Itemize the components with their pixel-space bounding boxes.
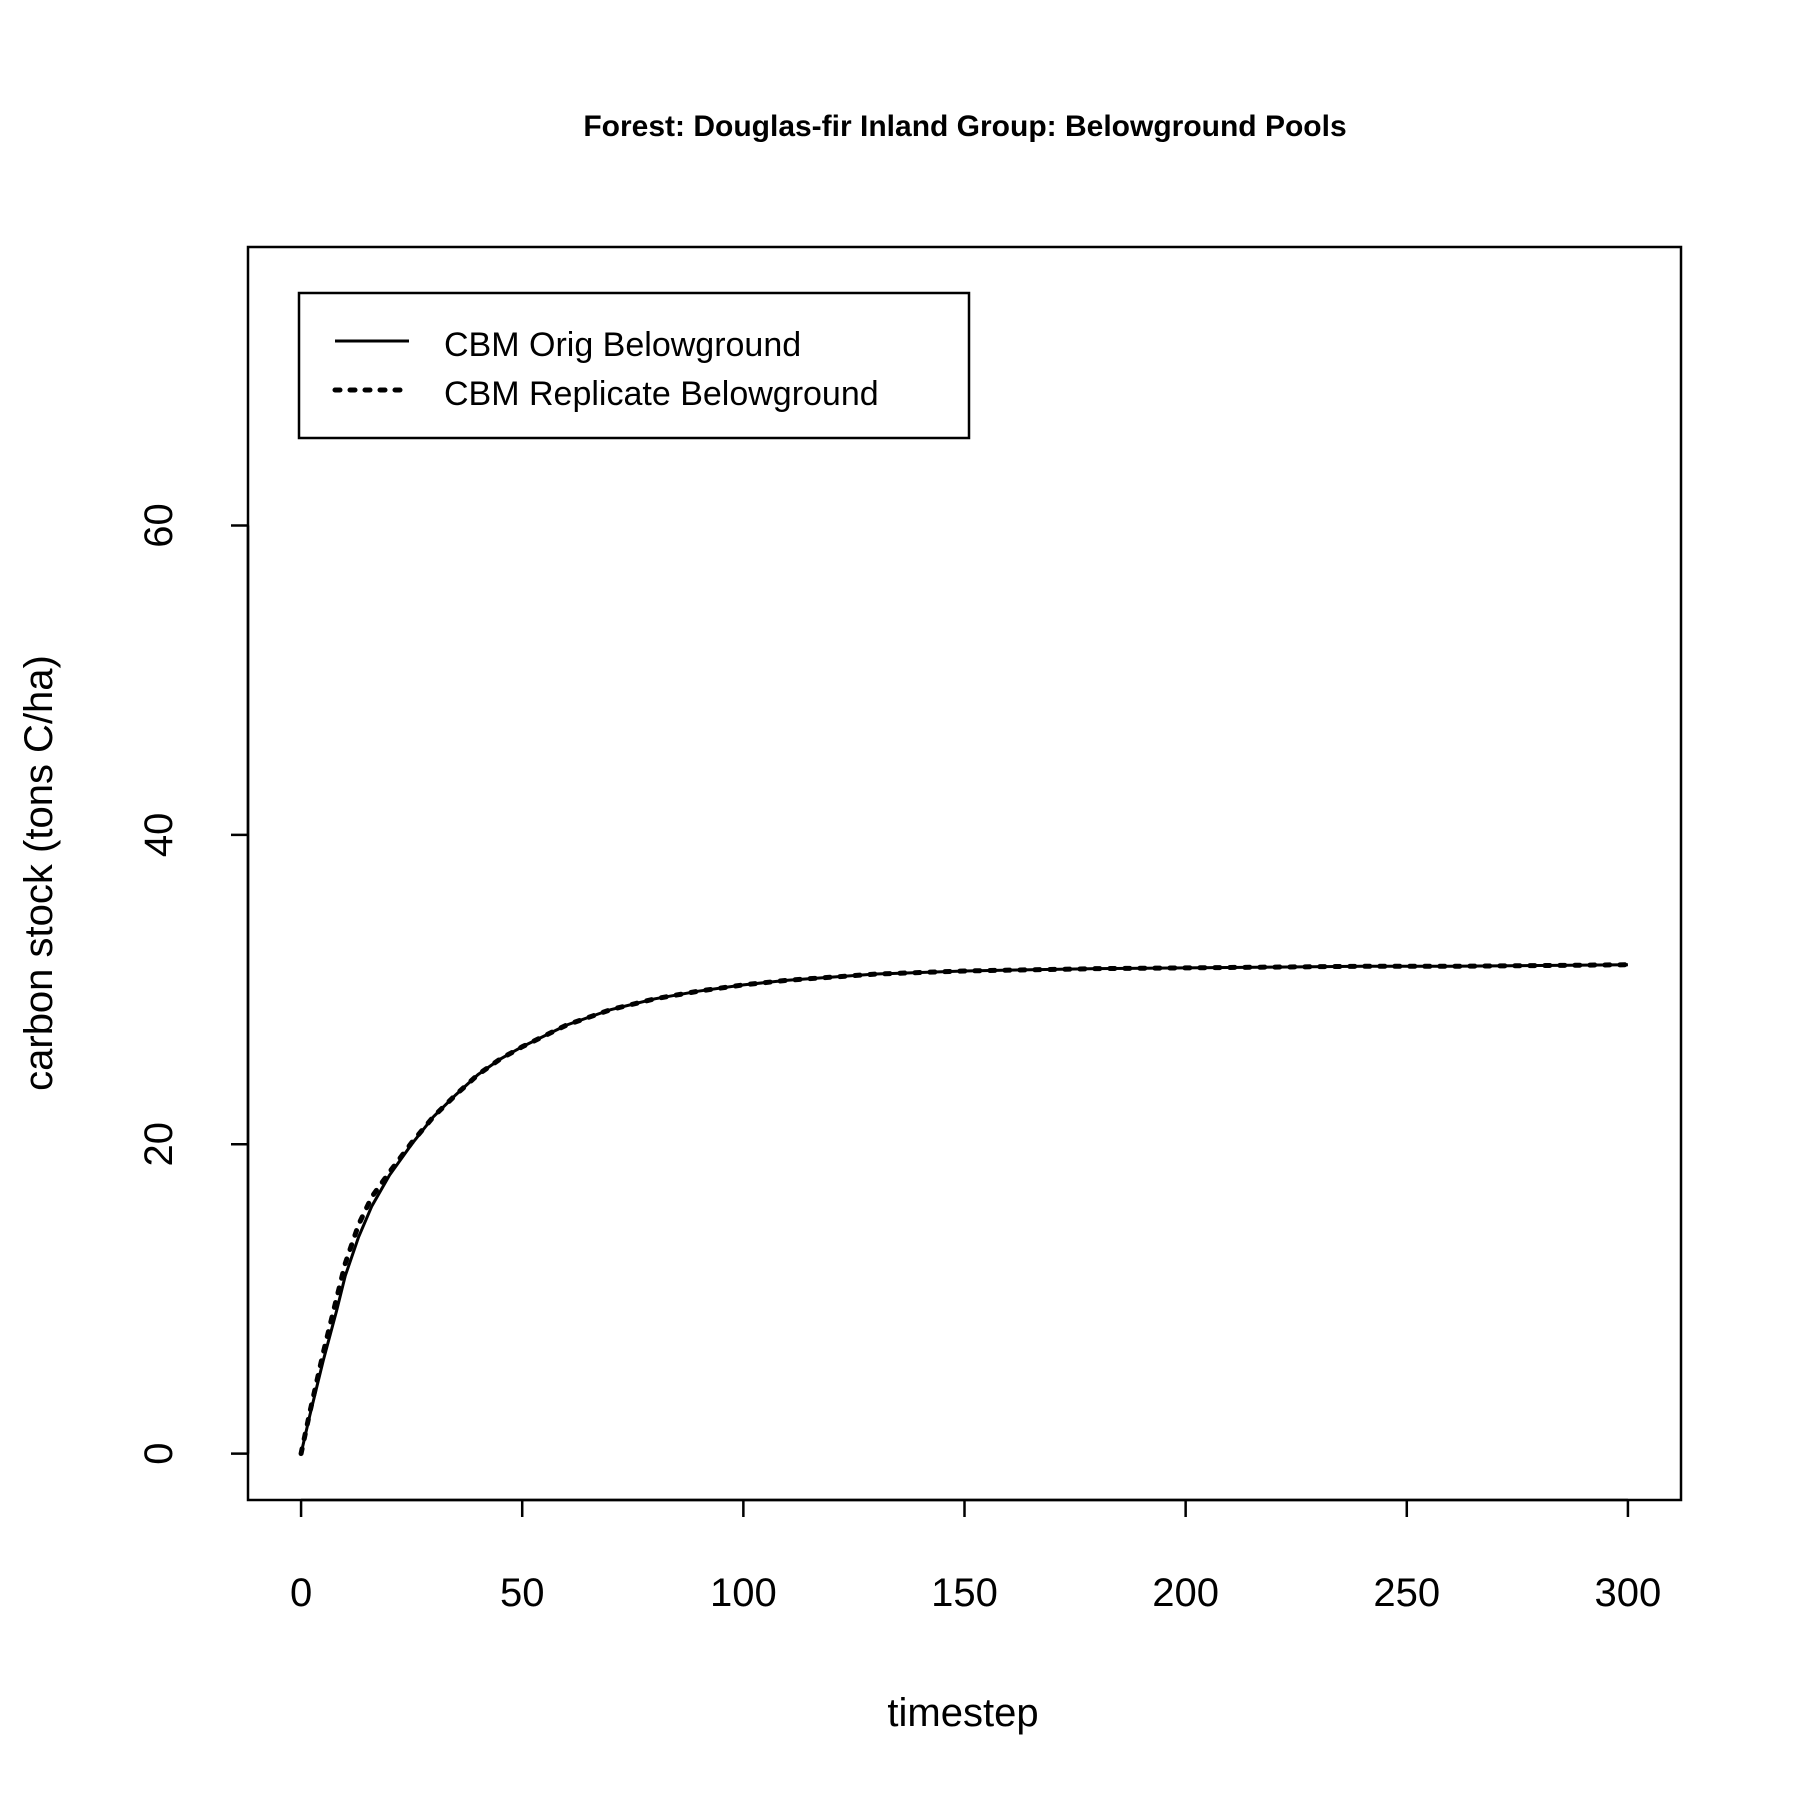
legend-label-orig: CBM Orig Belowground	[444, 326, 801, 364]
series-line-orig	[299, 963, 1628, 1454]
y-tick-label: 20	[137, 1122, 181, 1167]
x-axis-label: timestep	[887, 1691, 1038, 1735]
y-tick-label: 60	[137, 503, 181, 548]
x-tick-label: 50	[500, 1571, 545, 1615]
x-tick-label: 0	[290, 1571, 312, 1615]
x-tick-label: 100	[710, 1571, 777, 1615]
series-line-replicate	[298, 962, 1631, 1457]
legend-label-replicate: CBM Replicate Belowground	[444, 375, 879, 413]
series-layer	[298, 962, 1631, 1457]
y-axis: 0 20 40 60	[137, 503, 250, 1465]
x-tick-label: 250	[1373, 1571, 1440, 1615]
x-tick-label: 150	[931, 1571, 998, 1615]
y-axis-label: carbon stock (tons C/ha)	[17, 655, 61, 1091]
legend-box	[297, 291, 971, 440]
plot-frame	[246, 245, 1683, 1502]
x-tick-label: 200	[1152, 1571, 1219, 1615]
x-tick-label: 300	[1595, 1571, 1662, 1615]
chart-title: Forest: Douglas-fir Inland Group: Belowg…	[583, 110, 1346, 143]
x-axis: 0 50 100 150 200 250 300	[290, 1498, 1662, 1615]
legend: CBM Orig Belowground CBM Replicate Below…	[297, 291, 971, 440]
y-tick-label: 40	[137, 813, 181, 858]
y-tick-label: 0	[137, 1442, 181, 1464]
